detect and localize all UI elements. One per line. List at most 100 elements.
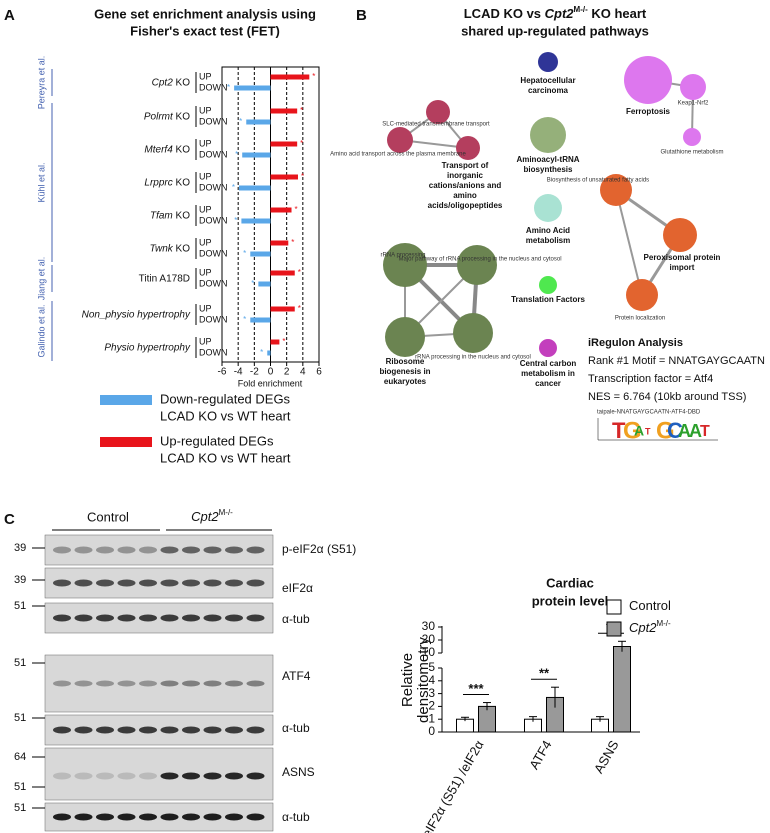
panel-letter: B [356,7,367,24]
blot-group: Cpt2M-/- [191,508,233,524]
group-label: Jiang et al. [36,257,46,301]
band [203,546,222,554]
x-tick-label: p-eIF2α (S51) /eIF2α [413,737,487,833]
series-label: DOWN [199,116,228,126]
series-label: UP [199,138,212,148]
series-label: DOWN [199,82,228,92]
node-label: rRNA processing [380,253,425,259]
blot-label: ATF4 [282,669,311,683]
legend-label: Control [629,598,671,613]
bar [613,646,631,733]
band [139,546,157,554]
series-label: DOWN [199,278,228,288]
band [246,579,265,587]
band [246,680,265,687]
significance: * [300,106,303,115]
blot-label: α-tub [282,612,310,626]
band [139,680,157,687]
bar [246,119,271,125]
y-tick-label: 0 [428,724,435,738]
band [203,772,222,780]
category-label: Non_physio hypertrophy [82,309,191,320]
node-label: Translation Factors [511,295,585,304]
motif-name: taipale-NNATGAYGCAATN-ATF4-DBD [597,410,701,416]
bar [270,108,298,114]
band [139,772,157,780]
significance: * [298,304,301,313]
band [96,680,114,687]
x-tick-label: -4 [234,367,243,378]
series-label: DOWN [199,215,228,225]
legend-label: LCAD KO vs WT heart [160,450,291,465]
series-label: UP [199,204,212,214]
node [539,339,557,357]
band [74,546,93,554]
node-label: Aminoacyl-tRNA [516,155,579,164]
node [387,127,413,153]
band [203,680,222,687]
bar [258,281,271,287]
node [530,117,566,153]
significance: * [260,348,263,357]
band [160,813,179,821]
y-axis-label: densitometry [415,637,432,723]
significance: * [298,268,301,277]
node [663,218,697,252]
node-label: Biosynthesis of unsaturated fatty acids [547,178,649,184]
network-subtitle: shared up-regulated pathways [461,23,649,38]
bar [270,74,310,80]
edge [615,189,643,296]
series-label: UP [199,105,212,115]
band [225,813,243,821]
node [383,243,427,287]
y-tick-label: 20 [422,632,436,646]
band [74,579,93,587]
series-label: DOWN [199,347,228,357]
legend-label: LCAD KO vs WT heart [160,408,291,423]
legend-label: Cpt2M-/- [629,619,671,635]
bar [238,185,271,191]
node-label: rRNA processing in the nucleus and cytos… [415,355,531,361]
bar [270,240,289,246]
category-label: Mterf4 KO [144,144,190,155]
logo-letter: G [623,417,642,444]
group-label: Galindo et al. [36,304,46,357]
logo-letter: C [667,418,683,443]
band [160,726,179,734]
bar [270,207,292,213]
band [225,726,243,734]
band [182,579,200,587]
x-tick-label: 2 [284,367,290,378]
node-label: amino [453,191,477,200]
x-axis-label: Fold enrichment [238,378,303,388]
blot-label: ASNS [282,765,315,779]
panel-letter: A [4,7,15,24]
mw-marker: 39 [14,542,26,554]
band [182,772,200,780]
band [160,614,179,622]
mw-marker: 51 [14,781,26,793]
mw-marker: 39 [14,574,26,586]
significance: * [300,139,303,148]
node-label: Amino Acid [526,226,570,235]
band [246,813,265,821]
band [53,813,71,821]
chart-title: Fisher's exact test (FET) [130,23,280,38]
node-label: import [670,263,695,272]
x-tick-label: -2 [250,367,259,378]
iregulon-title: iRegulon Analysis [588,337,683,349]
series-label: UP [199,303,212,313]
node-label: Ribosome [386,357,425,366]
category-label: Titin A178D [139,273,190,284]
band [225,772,243,780]
node [453,313,493,353]
category-label: Tfam KO [150,210,190,221]
legend-swatch [100,395,152,405]
significance: * [282,337,285,346]
band [117,579,136,587]
node-label: eukaryotes [384,377,427,386]
band [225,680,243,687]
node [538,52,558,72]
node-labels: SLC-mediated transmembrane transport Amin… [330,76,723,388]
node-label: SLC-mediated transmembrane transport [382,122,490,128]
